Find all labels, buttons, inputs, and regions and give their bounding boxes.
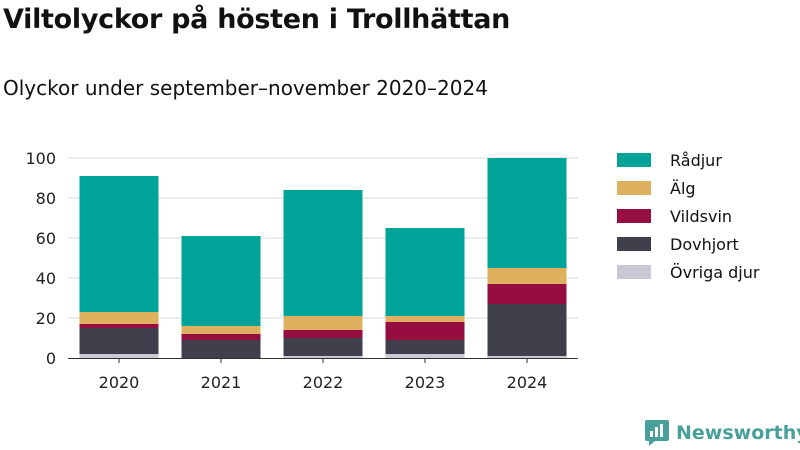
legend-item: Dovhjort (617, 230, 759, 258)
y-tick-label: 80 (36, 189, 56, 208)
bar-segment (283, 190, 363, 316)
bar-segment (385, 316, 465, 322)
legend-label: Rådjur (670, 150, 722, 170)
bar-segment (181, 326, 261, 334)
bar-segment (487, 158, 567, 268)
legend-item: Övriga djur (617, 258, 759, 286)
bar-segment (79, 328, 159, 354)
chart-subtitle: Olyckor under september–november 2020–20… (3, 76, 488, 100)
chart-title: Viltolyckor på hösten i Trollhättan (3, 4, 511, 35)
legend-label: Övriga djur (670, 262, 760, 282)
brand-label: Newsworthy (676, 422, 800, 444)
legend-item: Vildsvin (617, 202, 759, 230)
bar-segment (385, 354, 465, 358)
bar-segment (79, 324, 159, 328)
stacked-bar-chart: 0 20 40 60 80 100 2020 2021 2022 2023 2024 (25, 149, 578, 392)
legend-label: Dovhjort (670, 234, 739, 254)
legend-swatch (617, 237, 651, 251)
y-tick-label: 60 (36, 229, 56, 248)
bar-segment (181, 334, 261, 340)
legend-swatch (617, 153, 651, 167)
bar-segment (283, 330, 363, 338)
x-tick-label: 2023 (405, 373, 446, 392)
bar-segment (181, 340, 261, 358)
x-tick-label: 2020 (99, 373, 140, 392)
bar-segment (283, 316, 363, 330)
legend: Rådjur Älg Vildsvin Dovhjort Övriga djur (617, 146, 759, 286)
bar-segment (79, 354, 159, 358)
bar-segment (385, 340, 465, 354)
x-axis-ticks: 2020 2021 2022 2023 2024 (99, 358, 548, 392)
bars (79, 158, 567, 358)
bar-segment (385, 322, 465, 340)
legend-label: Älg (670, 178, 696, 198)
y-tick-label: 20 (36, 309, 56, 328)
bar-segment (283, 338, 363, 356)
bar-segment (79, 176, 159, 312)
legend-swatch (617, 265, 651, 279)
y-tick-label: 0 (46, 349, 56, 368)
x-tick-label: 2022 (303, 373, 344, 392)
bar-segment (283, 356, 363, 358)
legend-item: Älg (617, 174, 759, 202)
bar-segment (79, 312, 159, 324)
newsworthy-logo-icon (645, 420, 669, 446)
legend-label: Vildsvin (670, 206, 733, 226)
x-tick-label: 2024 (507, 373, 548, 392)
y-tick-label: 100 (25, 149, 56, 168)
bar-segment (487, 284, 567, 304)
y-axis-ticks: 0 20 40 60 80 100 (25, 149, 56, 368)
bar-segment (385, 228, 465, 316)
x-tick-label: 2021 (201, 373, 242, 392)
bar-segment (487, 356, 567, 358)
legend-item: Rådjur (617, 146, 759, 174)
bar-segment (181, 236, 261, 326)
legend-swatch (617, 181, 651, 195)
bar-segment (487, 268, 567, 284)
bar-segment (487, 304, 567, 356)
brand: Newsworthy (644, 419, 800, 447)
legend-swatch (617, 209, 651, 223)
y-tick-label: 40 (36, 269, 56, 288)
